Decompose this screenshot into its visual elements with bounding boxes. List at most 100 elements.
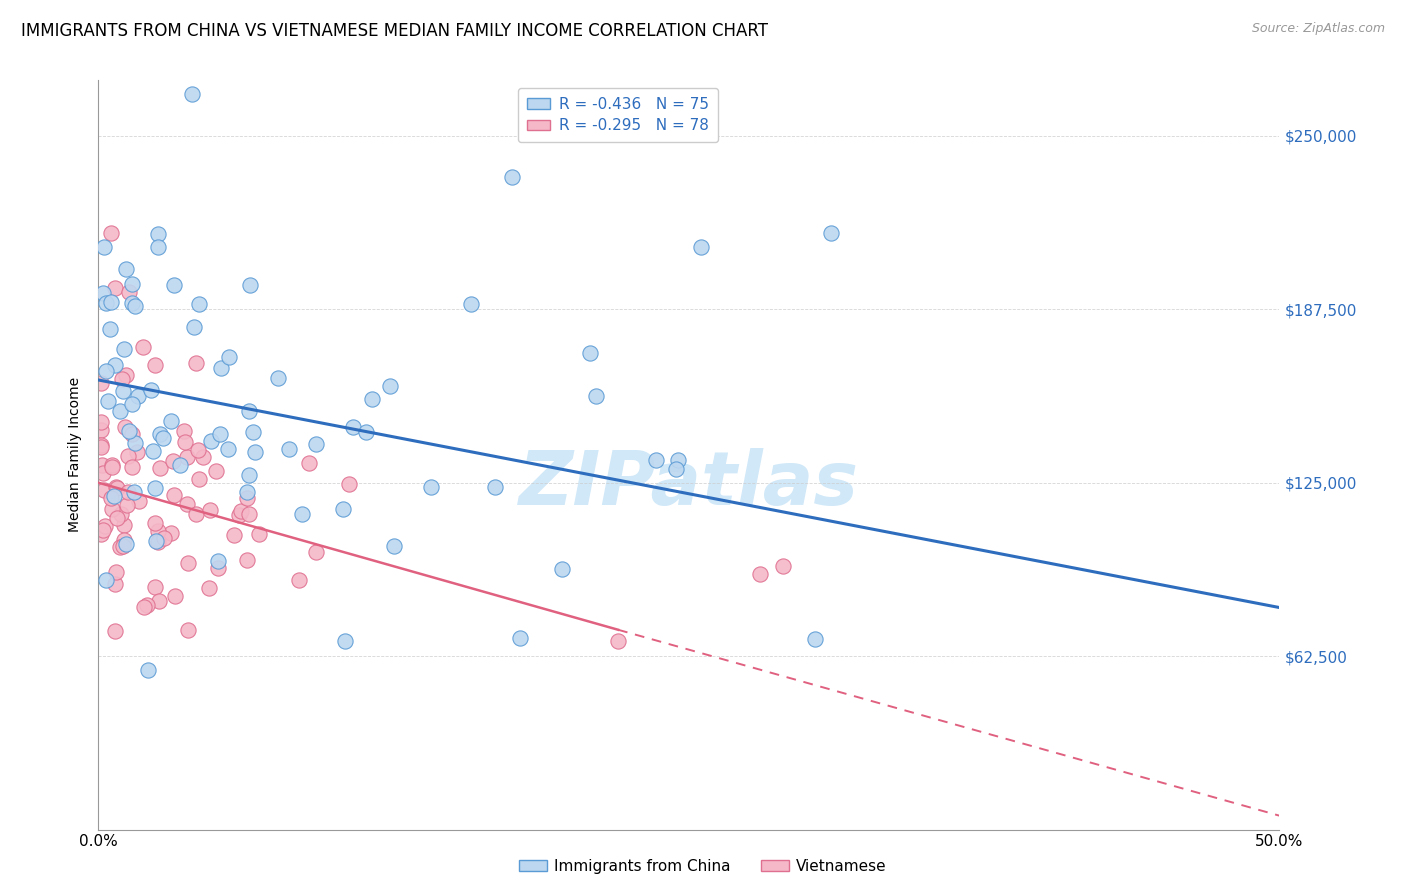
Point [105, 481, 128, 495]
Point [305, 545, 328, 559]
Point [198, 503, 221, 517]
Point [96, 296, 118, 310]
Point [115, 499, 138, 513]
Point [176, 450, 198, 464]
Point [689, 240, 711, 254]
Point [121, 295, 143, 310]
Point [207, 554, 229, 568]
Point [152, 431, 174, 445]
Point [484, 480, 506, 494]
Point [104, 281, 127, 295]
Point [127, 388, 149, 402]
Point [176, 497, 198, 511]
Point [291, 507, 314, 521]
Point [208, 426, 231, 441]
Text: Source: ZipAtlas.com: Source: ZipAtlas.com [1251, 22, 1385, 36]
Point [104, 576, 127, 591]
Point [90, 424, 112, 438]
Point [112, 384, 135, 399]
Point [128, 493, 150, 508]
Point [104, 358, 127, 372]
Point [267, 371, 290, 385]
Point [115, 262, 138, 277]
Point [460, 296, 482, 310]
Point [148, 594, 170, 608]
Point [748, 567, 770, 582]
Point [332, 502, 354, 516]
Point [105, 565, 128, 579]
Point [143, 516, 166, 531]
Point [90, 438, 112, 452]
Point [163, 277, 186, 292]
Point [108, 404, 131, 418]
Point [104, 480, 127, 494]
Point [94, 519, 117, 533]
Point [804, 632, 827, 647]
Point [333, 633, 356, 648]
Point [305, 437, 328, 451]
Point [337, 477, 360, 491]
Point [153, 532, 176, 546]
Point [146, 524, 169, 539]
Point [501, 170, 523, 185]
Point [98, 322, 121, 336]
Point [200, 434, 222, 448]
Point [121, 426, 143, 441]
Point [238, 404, 260, 418]
Point [187, 442, 209, 457]
Point [149, 426, 172, 441]
Point [143, 358, 166, 372]
Point [90, 458, 112, 473]
Y-axis label: Median Family Income: Median Family Income [69, 377, 83, 533]
Point [169, 458, 191, 473]
Text: IMMIGRANTS FROM CHINA VS VIETNAMESE MEDIAN FAMILY INCOME CORRELATION CHART: IMMIGRANTS FROM CHINA VS VIETNAMESE MEDI… [21, 22, 768, 40]
Point [174, 435, 197, 450]
Point [644, 453, 666, 467]
Point [229, 504, 252, 518]
Point [100, 226, 122, 240]
Point [207, 561, 229, 575]
Point [121, 460, 143, 475]
Point [148, 227, 170, 241]
Legend: R = -0.436   N = 75, R = -0.295   N = 78: R = -0.436 N = 75, R = -0.295 N = 78 [517, 88, 718, 143]
Point [121, 397, 143, 411]
Point [342, 420, 364, 434]
Point [91, 523, 114, 537]
Point [110, 507, 132, 521]
Point [103, 489, 125, 503]
Point [124, 484, 146, 499]
Point [112, 342, 135, 356]
Point [134, 599, 156, 614]
Point [197, 582, 219, 596]
Point [177, 624, 200, 638]
Point [117, 485, 139, 500]
Point [112, 533, 135, 548]
Point [100, 294, 122, 309]
Point [118, 424, 141, 438]
Point [176, 557, 198, 571]
Point [91, 466, 114, 480]
Point [110, 372, 132, 386]
Point [165, 589, 187, 603]
Point [90, 526, 112, 541]
Point [136, 663, 159, 677]
Point [160, 525, 183, 540]
Point [163, 488, 186, 502]
Point [115, 537, 138, 551]
Point [420, 480, 443, 494]
Point [101, 459, 124, 474]
Point [162, 454, 184, 468]
Point [356, 425, 378, 440]
Point [228, 508, 250, 522]
Point [105, 511, 128, 525]
Point [108, 540, 131, 554]
Point [118, 285, 141, 300]
Point [143, 481, 166, 495]
Point [139, 383, 162, 397]
Point [607, 633, 630, 648]
Point [124, 299, 146, 313]
Point [148, 240, 170, 254]
Point [104, 624, 127, 638]
Point [183, 320, 205, 334]
Point [585, 389, 607, 403]
